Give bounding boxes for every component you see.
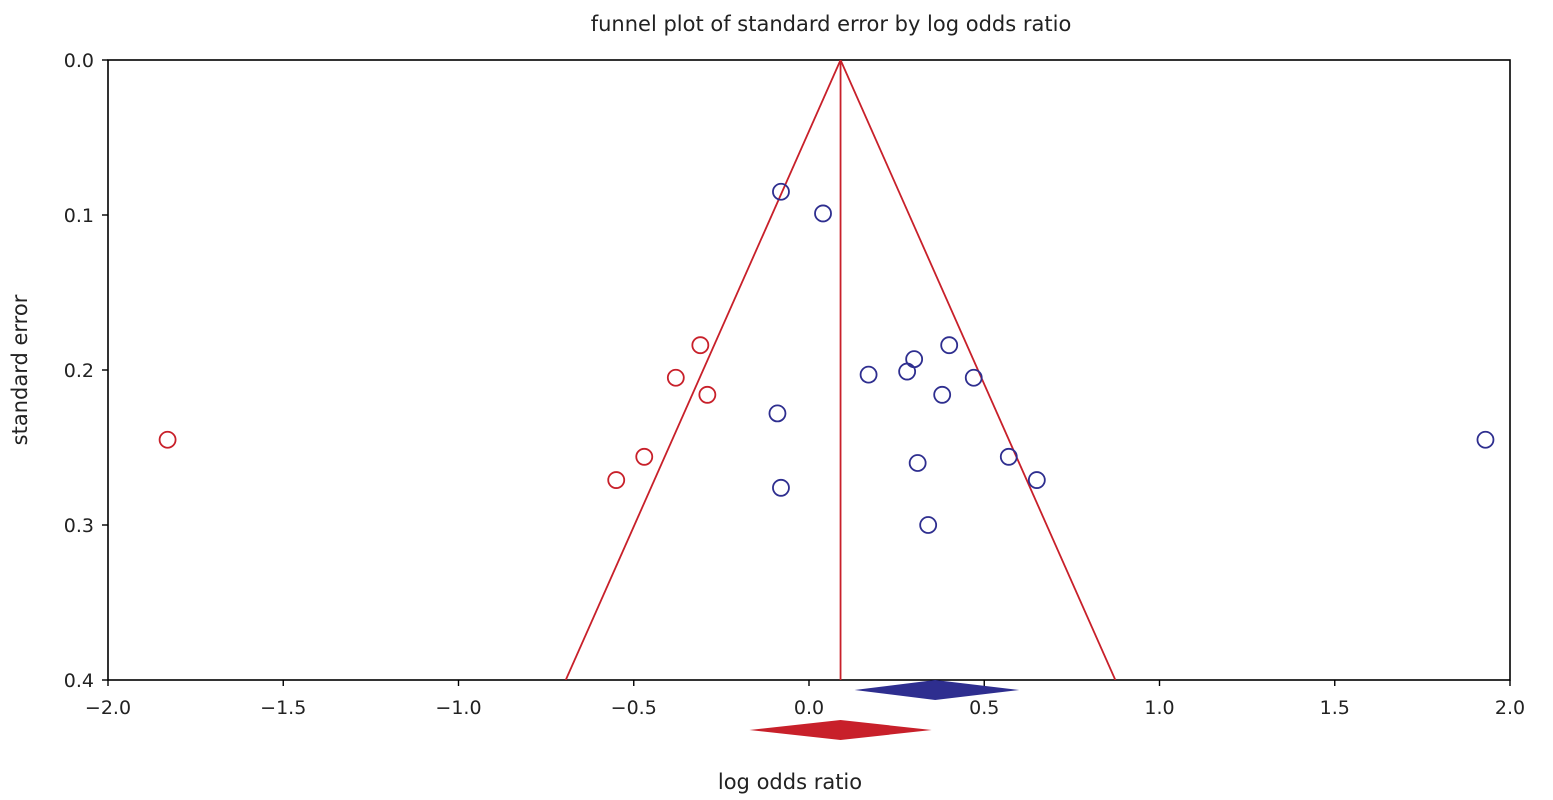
- x-axis-label: log odds ratio: [718, 770, 862, 794]
- imputed-study-point: [158, 430, 177, 449]
- imputed-study-point: [666, 368, 685, 387]
- funnel-group: [564, 60, 1117, 680]
- observed-summary-diamond: [854, 680, 1020, 700]
- y-tick-label: 0.2: [64, 360, 94, 382]
- x-tick-label: −1.0: [435, 697, 481, 719]
- observed-study-point: [905, 350, 924, 369]
- x-tick-label: −0.5: [611, 697, 657, 719]
- y-tick-label: 0.4: [64, 670, 94, 692]
- observed-study-point: [898, 362, 917, 381]
- x-tick-label: 1.0: [1144, 697, 1174, 719]
- imputed-study-point: [607, 471, 626, 489]
- plot-frame: [107, 59, 1511, 681]
- observed-study-point: [1027, 471, 1046, 489]
- x-tick-label: −2.0: [85, 697, 131, 719]
- observed-study-point: [908, 454, 927, 472]
- observed-study-point: [919, 516, 938, 534]
- x-tick-label: −1.5: [260, 697, 306, 719]
- imputed-study-point: [698, 385, 717, 404]
- observed-study-point: [814, 204, 832, 223]
- x-tick-label: 2.0: [1495, 697, 1525, 719]
- imputed-study-point: [635, 447, 654, 466]
- x-tick-label: 0.5: [969, 697, 999, 719]
- observed-study-point: [768, 404, 787, 423]
- imputed-study-point: [691, 336, 710, 355]
- observed-study-point: [964, 368, 983, 387]
- x-tick-label: 1.5: [1320, 697, 1350, 719]
- observed-study-point: [859, 365, 878, 384]
- observed-study-point: [940, 336, 959, 355]
- y-tick-label: 0.1: [64, 205, 94, 227]
- imputed-summary-diamond: [749, 720, 932, 740]
- observed-study-point: [999, 447, 1018, 466]
- y-tick-label: 0.3: [64, 515, 94, 537]
- observed-study-point: [772, 182, 790, 201]
- y-axis-label: standard error: [8, 294, 32, 445]
- observed-study-point: [933, 385, 952, 404]
- plot-area: −2.0 −1.5 −1.0 −0.5 0.0 0.5 1.0 1.5 2.0 0.0 0.1 0.2…: [64, 50, 1525, 740]
- observed-study-point: [772, 478, 790, 497]
- funnel-left-line: [564, 60, 842, 680]
- y-tick-label: 0.0: [64, 50, 94, 72]
- observed-study-point: [1476, 430, 1495, 449]
- chart-title: funnel plot of standard error by log odd…: [591, 12, 1072, 36]
- x-tick-label: 0.0: [794, 697, 824, 719]
